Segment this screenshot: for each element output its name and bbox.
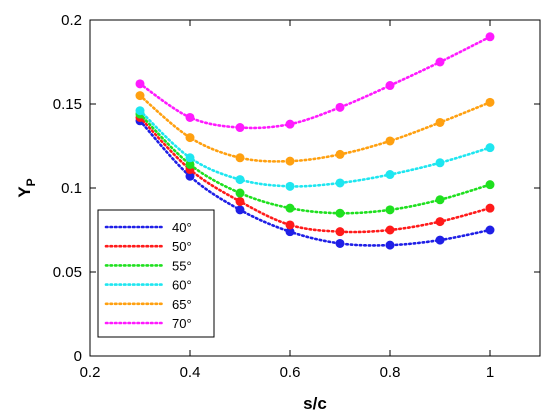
legend-label: 65° xyxy=(172,297,192,312)
legend-label: 70° xyxy=(172,316,192,331)
x-tick-label: 0.4 xyxy=(180,364,201,381)
data-point xyxy=(135,91,145,101)
data-point xyxy=(335,149,345,159)
legend-entry: 40° xyxy=(104,220,192,235)
series-6 xyxy=(135,32,495,133)
series-line xyxy=(138,35,492,130)
data-point xyxy=(285,227,295,237)
data-point xyxy=(435,158,445,168)
data-point xyxy=(385,170,395,180)
legend: 40° 50° 55° 60° 65° 70° xyxy=(97,209,215,338)
data-point xyxy=(235,196,245,206)
data-point xyxy=(485,97,495,107)
data-point xyxy=(185,112,195,122)
data-point xyxy=(485,180,495,190)
data-point xyxy=(385,136,395,146)
data-point xyxy=(385,205,395,215)
legend-entry: 70° xyxy=(104,316,192,331)
data-point xyxy=(435,235,445,245)
data-point xyxy=(485,203,495,213)
legend-label: 60° xyxy=(172,278,192,293)
data-point xyxy=(335,102,345,112)
data-point xyxy=(185,133,195,143)
series-4 xyxy=(135,106,495,191)
legend-entry: 50° xyxy=(104,239,192,254)
data-point xyxy=(235,123,245,133)
data-point xyxy=(185,159,195,169)
data-point xyxy=(135,106,145,116)
data-point xyxy=(385,81,395,91)
data-point xyxy=(335,227,345,237)
data-point xyxy=(235,188,245,198)
data-point xyxy=(335,178,345,188)
legend-entry: 60° xyxy=(104,278,192,293)
x-axis-label: s/c xyxy=(303,394,327,413)
data-point xyxy=(235,153,245,163)
y-tick-label: 0.2 xyxy=(61,12,82,29)
legend-entry: 65° xyxy=(104,297,192,312)
data-point xyxy=(485,225,495,235)
y-axis-ticks: 0 0.05 0.1 0.15 0.2 xyxy=(53,12,540,365)
data-point xyxy=(485,143,495,153)
legend-box xyxy=(97,209,215,338)
legend-entry: 55° xyxy=(104,258,192,273)
data-point xyxy=(285,181,295,191)
y-tick-label: 0.05 xyxy=(53,264,82,281)
data-point xyxy=(285,119,295,129)
data-point xyxy=(385,240,395,250)
x-tick-label: 1 xyxy=(486,364,494,381)
y-axis-label: YP xyxy=(15,178,38,197)
svg-text:YP: YP xyxy=(15,178,38,197)
y-axis-label-subscript: P xyxy=(24,178,38,186)
data-point xyxy=(185,171,195,181)
y-tick-label: 0.15 xyxy=(53,96,82,113)
series-5 xyxy=(135,91,495,166)
data-point xyxy=(285,156,295,166)
x-axis-ticks: 0.2 0.4 0.6 0.8 1 xyxy=(80,20,494,381)
series-1 xyxy=(135,116,495,250)
data-point xyxy=(185,153,195,163)
legend-label: 50° xyxy=(172,239,192,254)
data-point xyxy=(435,217,445,227)
series-layer xyxy=(135,32,495,250)
data-point xyxy=(285,220,295,230)
data-point xyxy=(235,205,245,215)
data-point xyxy=(335,238,345,248)
data-point xyxy=(435,117,445,127)
data-point xyxy=(335,208,345,218)
data-point xyxy=(385,225,395,235)
data-point xyxy=(435,57,445,67)
y-tick-label: 0 xyxy=(74,348,82,365)
x-tick-label: 0.6 xyxy=(280,364,301,381)
legend-label: 55° xyxy=(172,258,192,273)
data-point xyxy=(435,195,445,205)
data-point xyxy=(135,79,145,89)
data-point xyxy=(285,203,295,213)
y-axis-label-main: Y xyxy=(15,186,34,198)
y-tick-label: 0.1 xyxy=(61,180,82,197)
data-point xyxy=(485,32,495,42)
x-tick-label: 0.2 xyxy=(80,364,101,381)
legend-label: 40° xyxy=(172,220,192,235)
x-tick-label: 0.8 xyxy=(380,364,401,381)
data-point xyxy=(235,175,245,185)
